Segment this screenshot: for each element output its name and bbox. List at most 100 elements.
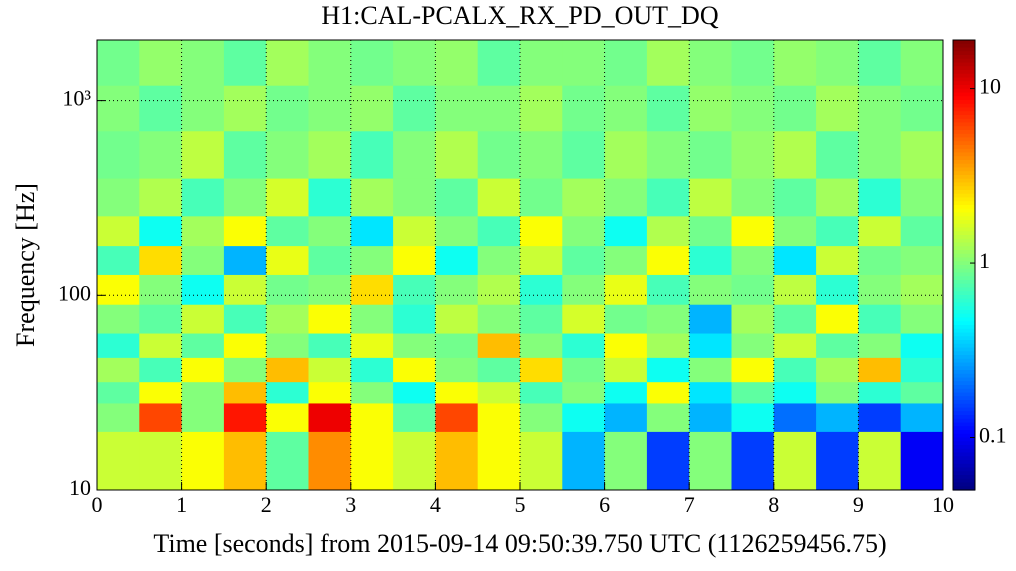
heat-cell [139,333,183,358]
colorbar-segment [953,403,975,409]
y-tick-label: 10³ [62,86,91,111]
chart-title: H1:CAL-PCALX_RX_PD_OUT_DQ [321,1,718,30]
heat-cell [350,381,394,404]
heat-cell [900,130,944,179]
heat-cell [646,333,690,358]
heat-cell [181,381,225,404]
colorbar-segment [953,482,975,487]
colorbar-segment [953,358,975,364]
heat-cell [604,130,648,179]
colorbar-segment [953,370,975,375]
heat-cell [562,130,606,179]
colorbar-segment [953,261,975,266]
colorbar-segment [953,295,975,300]
heat-cell [562,274,606,305]
colorbar-segment [953,141,975,146]
heat-cell [181,40,225,86]
heat-cell [689,215,732,247]
heat-cell [646,40,690,86]
colorbar-segment [953,62,975,67]
heat-cell [900,40,944,86]
colorbar-segment [953,283,975,289]
heat-cell [858,130,902,179]
heat-cell [308,333,352,358]
x-tick-label: 1 [176,492,187,517]
heat-cell [604,85,648,132]
heat-cell [773,381,817,404]
heat-cell [604,431,648,491]
heat-cell [562,215,606,247]
colorbar-segment [953,373,975,379]
heat-cell [266,245,309,275]
heat-cell [562,85,606,132]
heat-cell [900,215,944,247]
colorbar-segment [953,118,975,124]
heat-cell [350,130,394,179]
heat-cell [477,402,521,432]
heat-cell [900,304,944,334]
colorbar-segment [953,231,975,236]
heat-cell [223,274,267,305]
heat-cell [520,215,563,247]
heat-cell [562,357,606,383]
heat-cell [520,333,563,358]
heat-cell [731,85,775,132]
heat-cell [773,40,817,86]
colorbar-segment [953,208,975,214]
colorbar-segment [953,422,975,427]
x-axis-label: Time [seconds] from 2015-09-14 09:50:39.… [153,529,886,558]
heat-cell [520,274,563,305]
heat-cell [689,431,732,491]
heat-cell [477,304,521,334]
heat-cell [223,85,267,132]
colorbar-segment [953,328,975,334]
heat-cell [900,402,944,432]
colorbar-segment [953,448,975,454]
heat-cell [731,215,775,247]
heat-cell [731,402,775,432]
heat-cell [604,402,648,432]
heat-cell [731,130,775,179]
heat-cell [308,381,352,404]
heat-cell [731,40,775,86]
heat-cell [139,245,183,275]
heat-cell [97,274,140,305]
y-tick-label: 100 [58,280,91,305]
heat-cell [223,215,267,247]
colorbar-segment [953,343,975,349]
colorbar-segment [953,272,975,277]
heat-cell [97,402,140,432]
colorbar-segment [953,242,975,247]
heat-cell [181,274,225,305]
heat-cell [477,85,521,132]
heat-cell [562,431,606,491]
heat-cell [689,40,732,86]
heat-cell [562,245,606,275]
heat-cell [435,85,479,132]
heat-cell [816,381,859,404]
heat-cell [689,357,732,383]
heat-cell [139,381,183,404]
heat-cell [97,178,140,217]
heat-cell [308,304,352,334]
colorbar-segment [953,426,975,431]
heat-cell [308,215,352,247]
colorbar-segment [953,47,975,52]
colorbar-segment [953,81,975,86]
heat-cell [181,245,225,275]
heat-cell [350,215,394,247]
heat-cell [181,130,225,179]
colorbar-segment [953,445,975,450]
heat-cell [139,85,183,132]
heat-cell [646,245,690,275]
colorbar-segment [953,463,975,469]
heat-cell [858,333,902,358]
heat-cell [646,304,690,334]
colorbar-segment [953,77,975,82]
heat-cell [562,402,606,432]
colorbar-segment [953,70,975,75]
heat-cell [139,178,183,217]
heat-cell [435,274,479,305]
colorbar-frame [952,39,976,491]
heat-cell [900,357,944,383]
